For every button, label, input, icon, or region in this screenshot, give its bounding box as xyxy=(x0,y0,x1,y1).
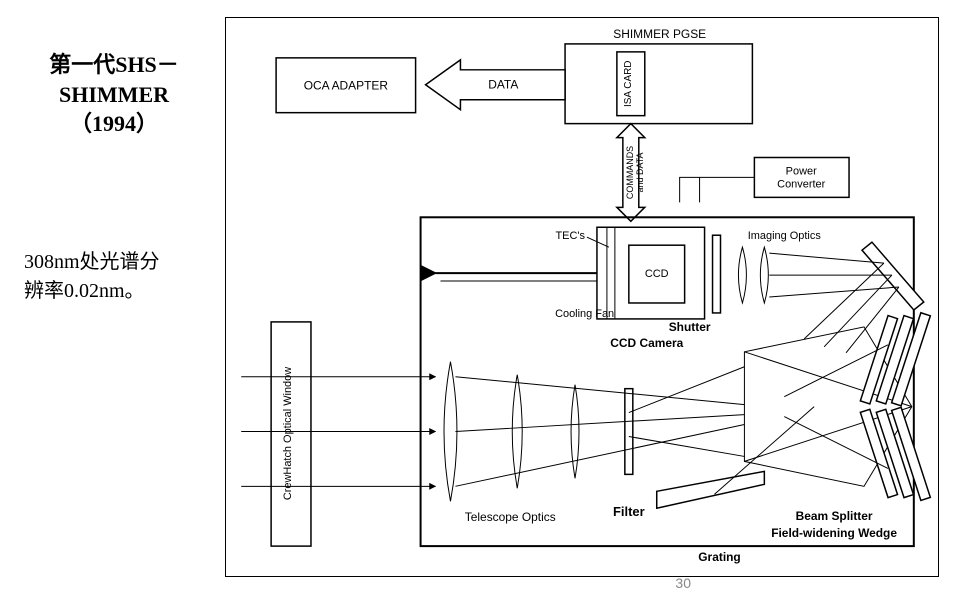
caption-block: 308nm处光谱分 辨率0.02nm。 xyxy=(24,248,204,306)
title-block: 第一代SHS－ SHIMMER （1994） xyxy=(24,50,204,139)
field-wedge-label: Field-widening Wedge xyxy=(771,526,897,540)
tele-ray-2 xyxy=(455,415,744,432)
cmds-data-label2: and DATA xyxy=(635,152,645,192)
ccd-camera-label: CCD Camera xyxy=(610,336,683,350)
bottom-wedge xyxy=(657,471,765,508)
beam-splitter-label: Beam Splitter xyxy=(796,509,873,523)
power-converter-l2: Converter xyxy=(777,178,825,190)
imaging-lens2 xyxy=(760,247,768,303)
tele-ray-5 xyxy=(629,437,745,457)
telescope-lens1 xyxy=(444,362,457,502)
power-line xyxy=(680,177,755,202)
oca-adapter-label: OCA ADAPTER xyxy=(304,79,389,93)
tecs-label: TEC's xyxy=(556,230,586,242)
ccd-label: CCD xyxy=(645,268,669,280)
shutter-label: Shutter xyxy=(669,320,711,334)
grating-label: Grating xyxy=(698,550,740,564)
shimmer-diagram: SHIMMER PGSE ISA CARD OCA ADAPTER DATA C… xyxy=(226,18,938,576)
title-line3: （1994） xyxy=(24,109,204,139)
tele-ray-1 xyxy=(455,377,744,405)
power-converter-l1: Power xyxy=(786,165,817,177)
caption-line2: 辨率0.02nm。 xyxy=(24,277,204,306)
telescope-lens3 xyxy=(571,385,579,479)
grating-group xyxy=(860,313,930,501)
imaging-optics-label: Imaging Optics xyxy=(748,230,822,242)
filter-label: Filter xyxy=(613,504,645,519)
cooling-fan-label: Cooling Fan xyxy=(555,308,614,320)
imaging-lens1 xyxy=(738,247,746,303)
filter-box xyxy=(625,389,633,475)
shutter-box xyxy=(713,235,721,313)
caption-line1: 308nm处光谱分 xyxy=(24,248,204,277)
telescope-lens2 xyxy=(512,375,522,489)
data-arrow-label: DATA xyxy=(488,78,518,92)
isa-card-label: ISA CARD xyxy=(623,61,634,107)
tele-ray-3 xyxy=(455,425,744,487)
title-line2: SHIMMER xyxy=(24,80,204,110)
tele-ray-4 xyxy=(629,367,745,413)
pgse-box xyxy=(565,44,752,124)
ray-b1 xyxy=(804,263,884,339)
diagram-frame: SHIMMER PGSE ISA CARD OCA ADAPTER DATA C… xyxy=(225,17,939,577)
title-line1: 第一代SHS－ xyxy=(24,50,204,80)
telescope-optics-label: Telescope Optics xyxy=(465,510,556,524)
cmds-data-label1: COMMANDS xyxy=(625,146,635,199)
page-number: 30 xyxy=(675,575,691,591)
slide: 第一代SHS－ SHIMMER （1994） 308nm处光谱分 辨率0.02n… xyxy=(0,0,961,595)
pgse-title-label: SHIMMER PGSE xyxy=(613,27,706,41)
crew-hatch-label: CrewHatch Optical Window xyxy=(282,367,294,500)
